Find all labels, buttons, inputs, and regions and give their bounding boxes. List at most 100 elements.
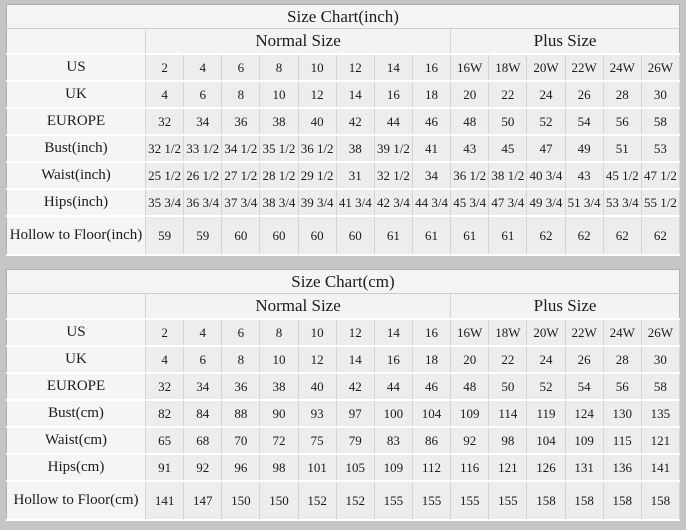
size-value-cell: 30 (640, 80, 681, 109)
size-value-cell: 86 (411, 426, 452, 455)
size-value-cell: 6 (221, 53, 261, 82)
size-value-cell: 36 (221, 372, 261, 401)
size-value-cell: 16 (373, 80, 413, 109)
corner-cell (6, 28, 146, 55)
row-label: Bust(cm) (6, 399, 146, 428)
size-value-cell: 51 3/4 (564, 188, 604, 217)
group-header-row: Normal Size Plus Size (6, 293, 680, 320)
size-value-cell: 109 (373, 453, 413, 482)
size-value-cell: 26 (564, 345, 604, 374)
size-value-cell: 45 3/4 (450, 188, 490, 217)
row-label: Waist(cm) (6, 426, 146, 455)
size-value-cell: 12 (335, 53, 375, 82)
size-value-cell: 4 (183, 53, 223, 82)
size-value-cell: 38 (259, 107, 299, 136)
size-value-cell: 92 (450, 426, 490, 455)
size-value-cell: 8 (221, 345, 261, 374)
size-value-cell: 61 (411, 215, 452, 256)
size-chart-inch-table: Size Chart(inch) Normal Size Plus Size U… (6, 4, 681, 256)
size-value-cell: 25 1/2 (144, 161, 185, 190)
size-value-cell: 20W (526, 318, 566, 347)
size-value-cell: 52 (526, 372, 566, 401)
size-chart-inch-header: Size Chart(inch) Normal Size Plus Size (6, 4, 680, 55)
size-value-cell: 47 (526, 134, 566, 163)
size-value-cell: 65 (144, 426, 185, 455)
size-value-cell: 158 (564, 480, 604, 521)
table-row: UK 4 6 8 10 12 14 16 18 20 22 24 26 28 30 (6, 345, 681, 374)
size-value-cell: 27 1/2 (221, 161, 261, 190)
size-value-cell: 70 (221, 426, 261, 455)
size-value-cell: 10 (297, 53, 337, 82)
size-value-cell: 59 (144, 215, 185, 256)
size-value-cell: 39 3/4 (297, 188, 337, 217)
group-header-row: Normal Size Plus Size (6, 28, 680, 55)
group-header-plus-size: Plus Size (450, 28, 680, 55)
size-value-cell: 158 (602, 480, 642, 521)
size-value-cell: 105 (335, 453, 375, 482)
title-row: Size Chart(inch) (6, 4, 680, 29)
size-value-cell: 44 3/4 (411, 188, 452, 217)
group-header-normal-size: Normal Size (144, 28, 451, 55)
table-row: Hips(inch) 35 3/4 36 3/4 37 3/4 38 3/4 39 3/4… (6, 188, 681, 217)
size-value-cell: 60 (297, 215, 337, 256)
size-value-cell: 35 3/4 (144, 188, 185, 217)
size-value-cell: 55 1/2 (640, 188, 681, 217)
size-value-cell: 47 3/4 (488, 188, 528, 217)
size-value-cell: 155 (488, 480, 528, 521)
size-value-cell: 131 (564, 453, 604, 482)
size-value-cell: 22 (488, 345, 528, 374)
size-value-cell: 40 (297, 372, 337, 401)
size-value-cell: 26W (640, 53, 681, 82)
size-value-cell: 46 (411, 107, 452, 136)
size-value-cell: 4 (144, 345, 185, 374)
size-value-cell: 58 (640, 372, 681, 401)
size-value-cell: 43 (564, 161, 604, 190)
size-value-cell: 62 (640, 215, 681, 256)
size-value-cell: 49 3/4 (526, 188, 566, 217)
size-value-cell: 41 (411, 134, 452, 163)
size-value-cell: 39 1/2 (373, 134, 413, 163)
size-value-cell: 59 (183, 215, 223, 256)
size-value-cell: 24 (526, 345, 566, 374)
size-value-cell: 50 (488, 372, 528, 401)
size-value-cell: 115 (602, 426, 642, 455)
size-value-cell: 98 (259, 453, 299, 482)
size-value-cell: 32 1/2 (373, 161, 413, 190)
size-chart-cm-header: Size Chart(cm) Normal Size Plus Size (6, 269, 680, 320)
table-row: Hollow to Floor(cm) 141 147 150 150 152 152 155… (6, 480, 681, 521)
size-value-cell: 155 (411, 480, 452, 521)
table-row: Hips(cm) 91 92 96 98 101 105 109 112 116 121 126 131… (6, 453, 681, 482)
size-value-cell: 2 (144, 318, 185, 347)
table-row: Waist(cm) 65 68 70 72 75 79 83 86 92 98 104 109 115 12… (6, 426, 681, 455)
size-value-cell: 26W (640, 318, 681, 347)
size-value-cell: 109 (564, 426, 604, 455)
size-value-cell: 42 (335, 372, 375, 401)
size-value-cell: 24W (602, 53, 642, 82)
size-value-cell: 152 (335, 480, 375, 521)
row-label: Waist(inch) (6, 161, 146, 190)
size-value-cell: 28 (602, 80, 642, 109)
size-value-cell: 62 (602, 215, 642, 256)
size-value-cell: 20 (450, 80, 490, 109)
size-value-cell: 121 (488, 453, 528, 482)
size-value-cell: 20 (450, 345, 490, 374)
size-value-cell: 42 (335, 107, 375, 136)
size-value-cell: 34 (183, 107, 223, 136)
size-value-cell: 68 (183, 426, 223, 455)
size-value-cell: 121 (640, 426, 681, 455)
size-value-cell: 130 (602, 399, 642, 428)
size-value-cell: 14 (335, 80, 375, 109)
size-value-cell: 34 (183, 372, 223, 401)
size-value-cell: 30 (640, 345, 681, 374)
size-value-cell: 8 (259, 53, 299, 82)
size-value-cell: 18W (488, 53, 528, 82)
size-value-cell: 53 3/4 (602, 188, 642, 217)
size-value-cell: 14 (373, 53, 413, 82)
size-value-cell: 43 (450, 134, 490, 163)
size-value-cell: 112 (411, 453, 452, 482)
size-value-cell: 90 (259, 399, 299, 428)
row-label: EUROPE (6, 372, 146, 401)
size-value-cell: 136 (602, 453, 642, 482)
row-label: Hips(inch) (6, 188, 146, 217)
